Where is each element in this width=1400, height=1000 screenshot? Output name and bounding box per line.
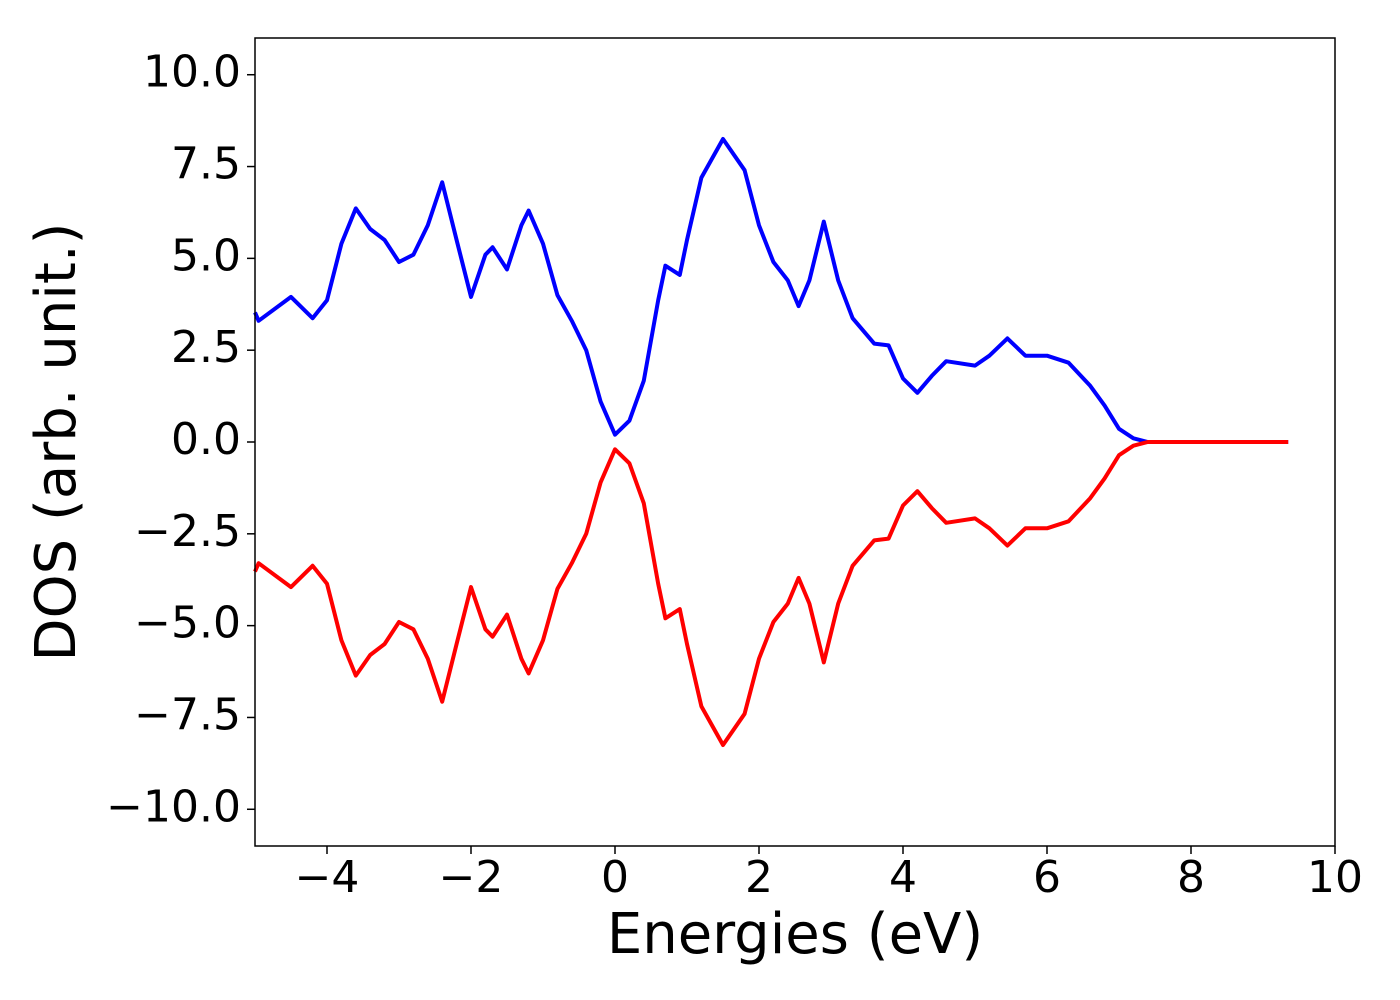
y-tick-label: 10.0 [143,47,241,98]
y-tick-label: −5.0 [134,598,241,649]
x-tick-label: 8 [1177,852,1205,903]
x-tick-label: −2 [439,852,504,903]
y-tick-label: 5.0 [171,230,241,281]
y-tick-label: −7.5 [134,689,241,740]
y-tick-label: 0.0 [171,414,241,465]
data-line [253,137,1289,444]
y-tick-label: 7.5 [171,139,241,190]
x-tick-label: −4 [295,852,360,903]
x-tick-label: 0 [601,852,629,903]
y-tick-label: 2.5 [171,322,241,373]
x-tick-label: 10 [1307,852,1363,903]
data-line [253,440,1289,747]
x-tick-label: 4 [889,852,917,903]
y-tick-label: −10.0 [106,781,241,832]
y-tick-label: −2.5 [134,506,241,557]
y-axis-label: DOS (arb. unit.) [24,222,89,661]
x-tick-label: 6 [1033,852,1061,903]
x-tick-label: 2 [745,852,773,903]
plot-frame [254,37,1336,847]
x-axis-label: Energies (eV) [607,902,983,967]
